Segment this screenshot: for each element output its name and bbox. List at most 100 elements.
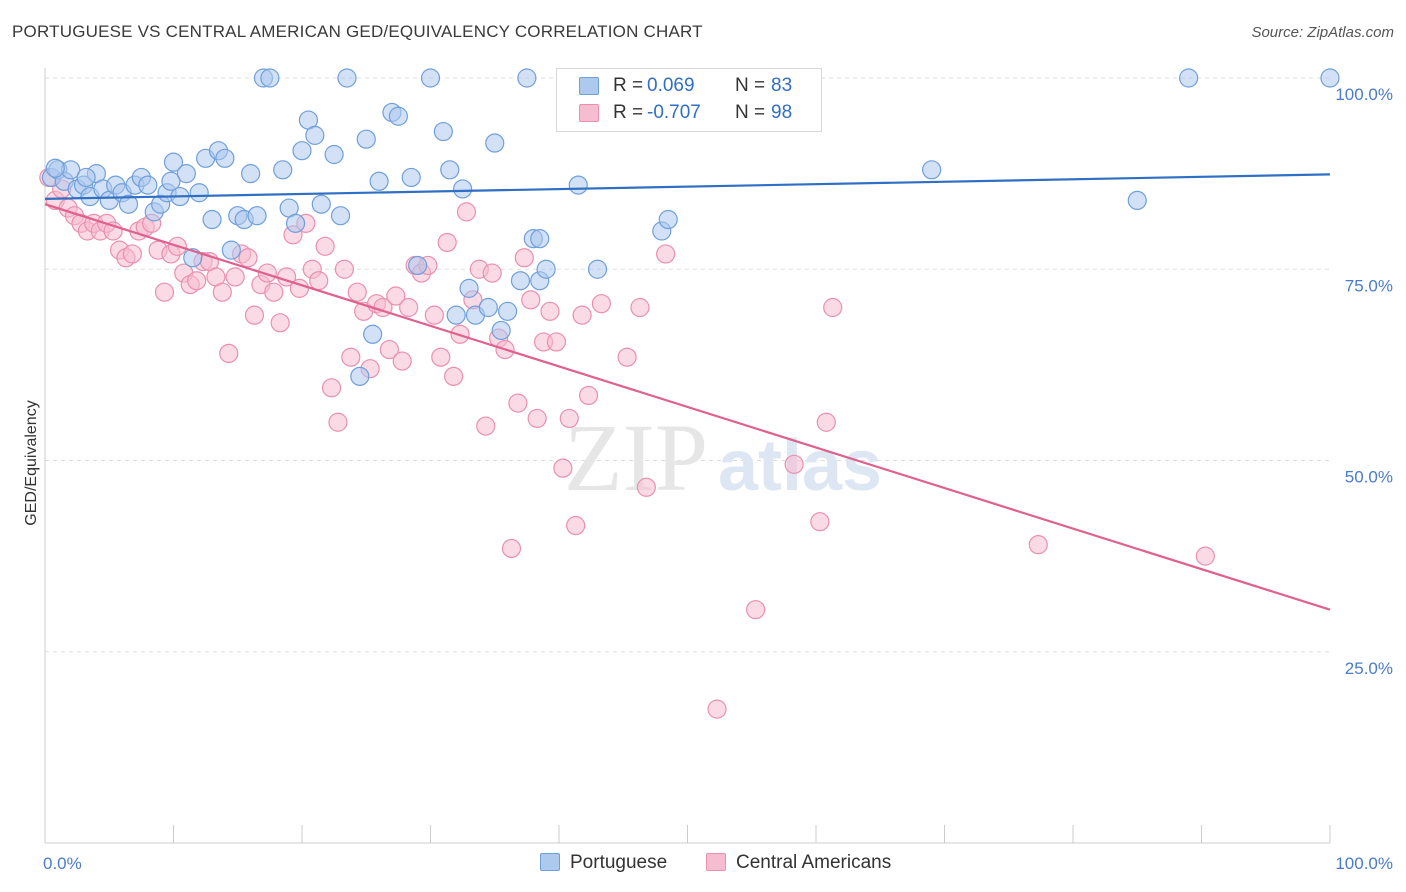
portuguese-point: [241, 164, 261, 184]
watermark-zip: ZIP: [564, 404, 708, 511]
portuguese-point: [189, 183, 209, 203]
central-american-point: [244, 305, 265, 325]
central-americans-trend-line: [44, 203, 1331, 611]
central-american-point: [527, 408, 547, 429]
portuguese-point: [363, 324, 383, 344]
central-american-point: [257, 263, 277, 283]
central-american-point: [238, 248, 258, 268]
bottom-legend-swatch-pink: [706, 853, 726, 871]
central-american-point: [225, 267, 245, 287]
portuguese-point: [485, 133, 505, 153]
watermark: ZIP atlas: [564, 404, 882, 511]
portuguese-point: [420, 68, 441, 88]
portuguese-point: [388, 106, 408, 126]
central-american-point: [315, 236, 335, 256]
central-american-point: [630, 297, 650, 318]
portuguese-point: [138, 175, 158, 195]
portuguese-point: [161, 171, 181, 191]
portuguese-point: [922, 160, 942, 180]
portuguese-point: [260, 68, 280, 88]
chart-title: PORTUGUESE VS CENTRAL AMERICAN GED/EQUIV…: [12, 22, 703, 41]
central-american-point: [379, 339, 399, 360]
portuguese-point: [273, 160, 293, 180]
portuguese-point: [1179, 68, 1199, 88]
central-american-point: [431, 347, 451, 367]
central-american-point: [707, 699, 727, 719]
x-tick-label: 0.0%: [43, 854, 82, 873]
portuguese-point: [45, 158, 65, 178]
central-american-point: [514, 248, 534, 268]
central-american-point: [154, 282, 175, 302]
portuguese-point: [176, 164, 196, 184]
central-american-point: [591, 294, 612, 314]
portuguese-point: [369, 171, 389, 191]
central-american-point: [559, 408, 579, 429]
stats-legend: R = 0.069 N = 83 R = -0.707 N = 98: [556, 68, 822, 132]
portuguese-point: [568, 175, 588, 195]
central-american-point: [656, 244, 676, 264]
central-american-point: [546, 332, 567, 352]
y-tick-label: 25.0%: [1345, 659, 1393, 678]
portuguese-trend-line: [44, 173, 1331, 200]
gridlines: [45, 77, 1330, 653]
bottom-legend-label: Central Americans: [736, 852, 892, 873]
central-american-point: [1195, 546, 1215, 566]
y-tick-label: 75.0%: [1345, 276, 1393, 295]
central-american-point: [341, 347, 361, 367]
central-american-point: [476, 416, 496, 436]
central-american-point: [521, 290, 541, 310]
portuguese-point: [440, 160, 460, 180]
legend-r-label: R =: [613, 102, 644, 123]
portuguese-point: [1320, 68, 1340, 88]
portuguese-point: [76, 167, 96, 188]
legend-n-label: N =: [735, 102, 766, 123]
central-american-point: [482, 263, 502, 283]
central-american-point: [347, 282, 367, 302]
central-american-point: [444, 366, 464, 386]
central-american-point: [810, 512, 830, 532]
central-american-point: [578, 385, 599, 406]
portuguese-point: [478, 297, 498, 318]
bottom-legend-portuguese[interactable]: Portuguese: [540, 852, 667, 874]
legend-row-portuguese: R = 0.069 N = 83: [557, 75, 821, 99]
central-american-point: [321, 378, 342, 398]
portuguese-point: [118, 194, 139, 214]
portuguese-point: [356, 129, 376, 149]
bottom-legend-label: Portuguese: [570, 852, 668, 873]
legend-n-value: 83: [771, 75, 793, 96]
central-american-point: [553, 458, 573, 478]
portuguese-point: [1127, 190, 1147, 210]
portuguese-point: [221, 240, 241, 260]
x-tick-label: 100.0%: [1335, 854, 1393, 873]
bottom-legend-central-americans[interactable]: Central Americans: [706, 852, 891, 874]
portuguese-point: [292, 141, 312, 161]
y-axis-title: GED/Equivalency: [23, 400, 40, 525]
portuguese-point: [587, 259, 608, 279]
legend-n-label: N =: [735, 75, 766, 96]
central-american-point: [392, 351, 412, 371]
portuguese-point: [285, 213, 306, 233]
y-tick-label: 50.0%: [1345, 468, 1393, 487]
trend-lines: [44, 173, 1331, 611]
central-american-point: [746, 600, 766, 620]
portuguese-point: [517, 68, 537, 88]
portuguese-point: [433, 121, 453, 142]
portuguese-point: [330, 206, 351, 226]
portuguese-point: [215, 148, 235, 168]
portuguese-point: [453, 179, 473, 199]
central-american-point: [572, 305, 592, 325]
chart-source: Source: ZipAtlas.com: [1251, 24, 1394, 41]
tick-labels: 25.0% 50.0% 75.0% 100.0% 0.0% 100.0%: [43, 85, 1393, 873]
central-american-point: [508, 393, 528, 413]
legend-r-value: -0.707: [647, 102, 701, 123]
portuguese-point: [446, 305, 466, 325]
portuguese-point: [408, 255, 428, 276]
portuguese-point: [202, 209, 222, 230]
central-american-point: [212, 282, 232, 302]
portuguese-point: [498, 301, 518, 321]
central-american-point: [437, 232, 457, 253]
portuguese-point: [163, 152, 184, 172]
central-american-point: [334, 259, 355, 279]
central-american-point: [386, 286, 406, 306]
portuguese-point: [401, 167, 421, 188]
